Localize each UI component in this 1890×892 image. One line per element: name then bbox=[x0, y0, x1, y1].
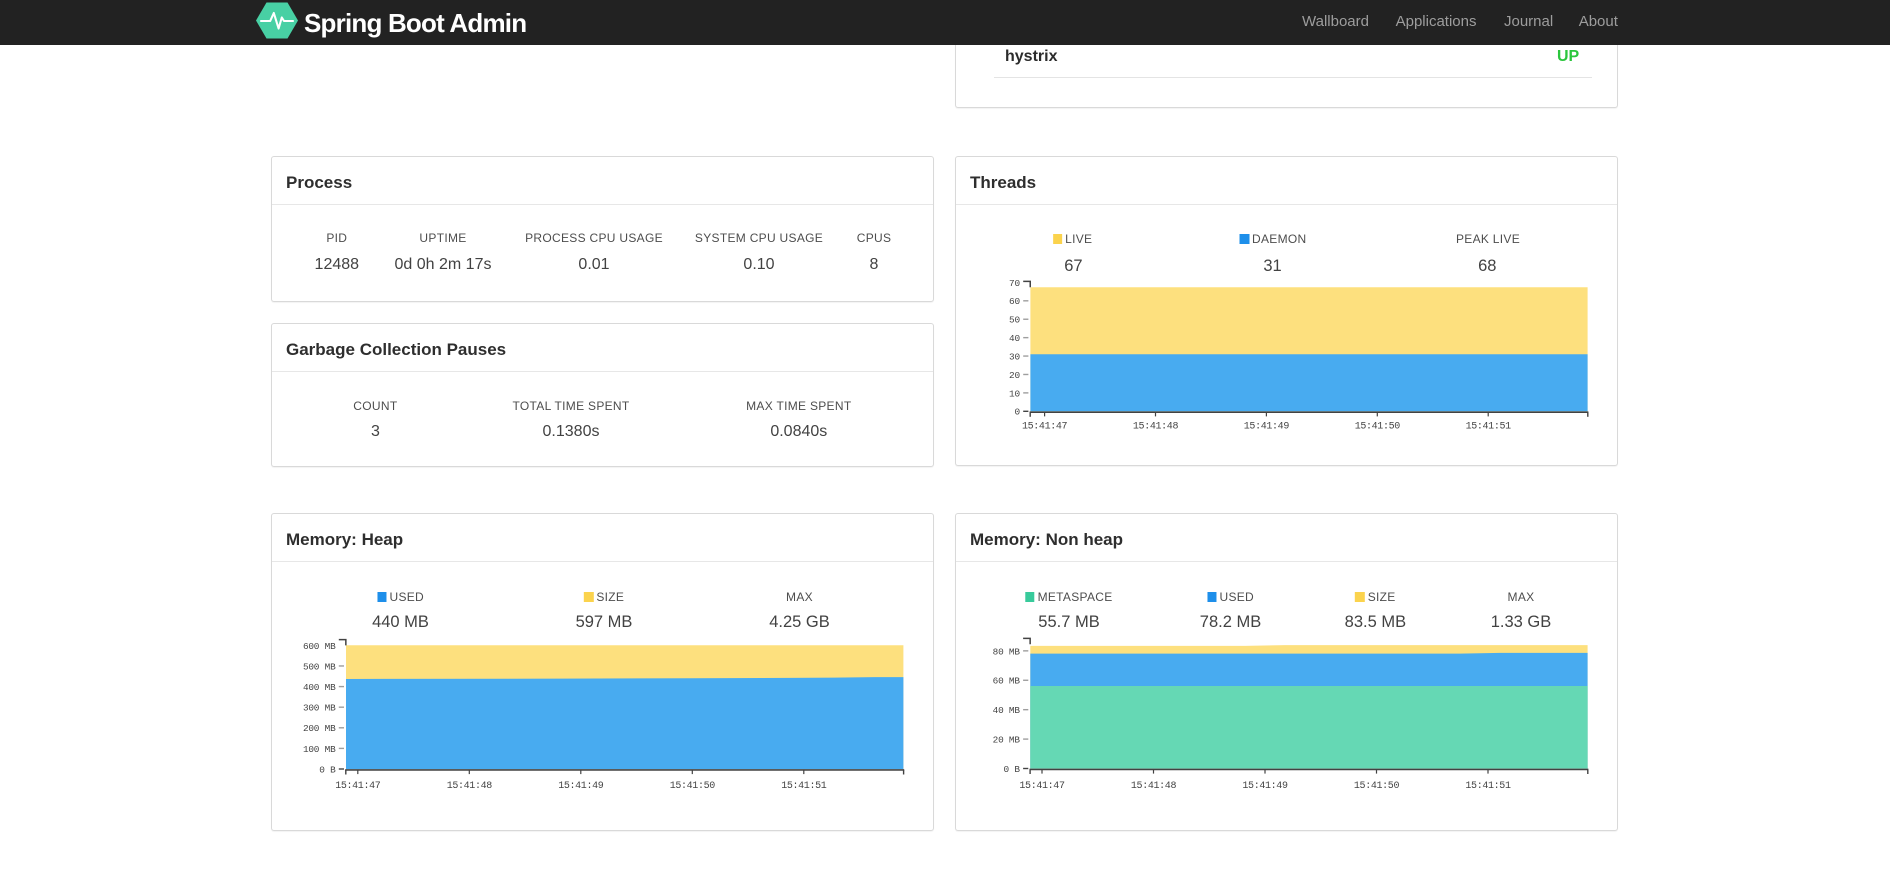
svg-text:200 MB: 200 MB bbox=[303, 723, 336, 734]
svg-text:30: 30 bbox=[1009, 351, 1020, 362]
svg-text:15:41:49: 15:41:49 bbox=[1242, 781, 1288, 792]
svg-text:40 MB: 40 MB bbox=[993, 705, 1021, 716]
svg-text:15:41:51: 15:41:51 bbox=[1465, 781, 1511, 792]
svg-text:15:41:49: 15:41:49 bbox=[558, 781, 604, 792]
svg-text:70: 70 bbox=[1009, 278, 1020, 289]
svg-text:15:41:48: 15:41:48 bbox=[1133, 422, 1179, 433]
svg-text:10: 10 bbox=[1009, 388, 1020, 399]
svg-text:50: 50 bbox=[1009, 315, 1020, 326]
svg-text:0: 0 bbox=[1014, 407, 1020, 418]
svg-text:300 MB: 300 MB bbox=[303, 703, 336, 714]
svg-text:15:41:48: 15:41:48 bbox=[1131, 781, 1177, 792]
svg-text:600 MB: 600 MB bbox=[303, 641, 336, 652]
svg-text:60: 60 bbox=[1009, 296, 1020, 307]
svg-text:40: 40 bbox=[1009, 333, 1020, 344]
svg-text:100 MB: 100 MB bbox=[303, 744, 336, 755]
svg-text:15:41:49: 15:41:49 bbox=[1244, 422, 1290, 433]
svg-text:400 MB: 400 MB bbox=[303, 682, 336, 693]
svg-text:80 MB: 80 MB bbox=[993, 646, 1021, 657]
svg-text:20 MB: 20 MB bbox=[993, 734, 1021, 745]
svg-text:15:41:50: 15:41:50 bbox=[670, 781, 716, 792]
svg-text:15:41:51: 15:41:51 bbox=[1466, 422, 1512, 433]
svg-text:15:41:50: 15:41:50 bbox=[1354, 781, 1400, 792]
svg-text:20: 20 bbox=[1009, 370, 1020, 381]
svg-text:15:41:48: 15:41:48 bbox=[447, 781, 493, 792]
svg-text:15:41:47: 15:41:47 bbox=[335, 781, 381, 792]
svg-text:500 MB: 500 MB bbox=[303, 661, 336, 672]
svg-text:60 MB: 60 MB bbox=[993, 676, 1021, 687]
svg-text:0 B: 0 B bbox=[319, 764, 336, 775]
svg-text:0 B: 0 B bbox=[1004, 764, 1021, 775]
svg-text:15:41:50: 15:41:50 bbox=[1355, 422, 1401, 433]
svg-text:15:41:47: 15:41:47 bbox=[1022, 422, 1068, 433]
svg-text:15:41:51: 15:41:51 bbox=[781, 781, 827, 792]
svg-text:15:41:47: 15:41:47 bbox=[1019, 781, 1065, 792]
